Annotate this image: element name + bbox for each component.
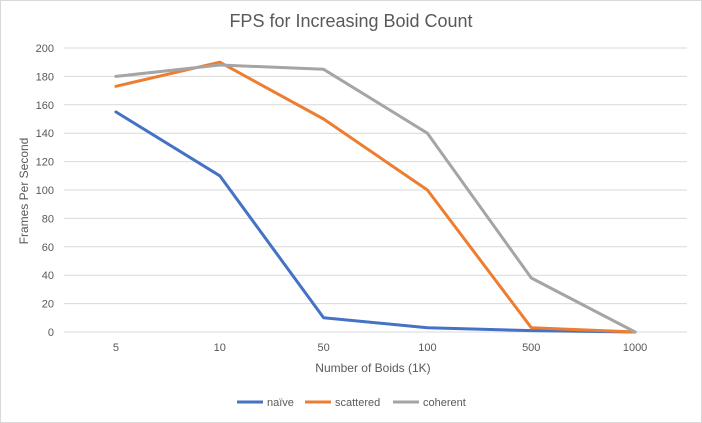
x-axis-ticks: 5 10 50 100 500 1000 (113, 342, 647, 354)
y-tick-label: 180 (36, 71, 54, 83)
x-tick-label: 50 (317, 342, 329, 354)
series-line-2 (114, 63, 637, 334)
series-line-0 (114, 110, 637, 334)
x-tick-label: 500 (522, 342, 540, 354)
y-tick-label: 40 (42, 270, 54, 282)
y-tick-label: 120 (36, 157, 54, 169)
series-lines (114, 60, 637, 334)
y-tick-label: 200 (36, 43, 54, 55)
y-axis-ticks: 0 20 40 60 80 100 120 140 160 180 200 (36, 43, 54, 339)
gridlines (64, 47, 687, 333)
x-tick-label: 10 (214, 342, 226, 354)
y-tick-label: 20 (42, 299, 54, 311)
legend-label: naïve (267, 397, 294, 409)
y-tick-label: 60 (42, 242, 54, 254)
x-tick-label: 100 (418, 342, 436, 354)
y-tick-label: 80 (42, 213, 54, 225)
y-tick-label: 0 (48, 327, 54, 339)
chart-title: FPS for Increasing Boid Count (229, 11, 472, 31)
x-tick-label: 5 (113, 342, 119, 354)
legend-label: coherent (423, 397, 466, 409)
y-tick-label: 160 (36, 100, 54, 112)
y-axis-title: Frames Per Second (17, 138, 31, 245)
y-tick-label: 140 (36, 128, 54, 140)
legend: naïve scattered coherent (237, 397, 466, 409)
legend-label: scattered (335, 397, 380, 409)
x-tick-label: 1000 (623, 342, 647, 354)
x-axis-title: Number of Boids (1K) (315, 361, 430, 375)
y-tick-label: 100 (36, 185, 54, 197)
